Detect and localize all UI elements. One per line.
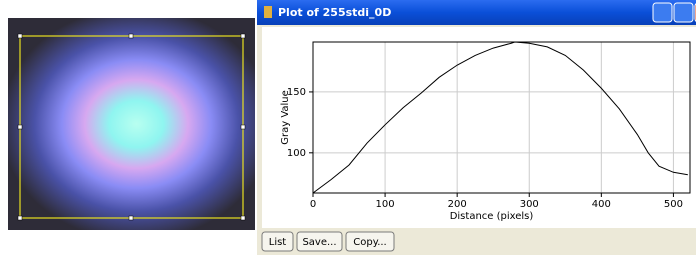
x-tick-label: 200 [448, 199, 467, 210]
x-tick-label: 0 [310, 199, 316, 210]
y-axis-label: Gray Value [280, 90, 291, 145]
app-icon [264, 6, 272, 18]
y-tick-label: 100 [287, 148, 306, 159]
plot-canvas [262, 27, 696, 228]
page: {"window":{"title":"Plot of 255stdi_0D",… [0, 0, 696, 255]
x-tick-label: 400 [592, 199, 611, 210]
x-tick-label: 100 [376, 199, 395, 210]
button-label: List [269, 237, 287, 248]
maximize[interactable] [674, 3, 693, 22]
x-tick-label: 500 [664, 199, 683, 210]
x-axis-label: Distance (pixels) [450, 211, 534, 222]
minimize[interactable] [653, 3, 672, 22]
button-label: Copy... [353, 237, 386, 248]
x-tick-label: 300 [520, 199, 539, 210]
screen: Plot of 255stdi_0D 010020030040050010015… [0, 0, 696, 255]
image [8, 18, 255, 230]
button-label: Save... [302, 237, 336, 248]
window-title: Plot of 255stdi_0D [278, 6, 391, 19]
